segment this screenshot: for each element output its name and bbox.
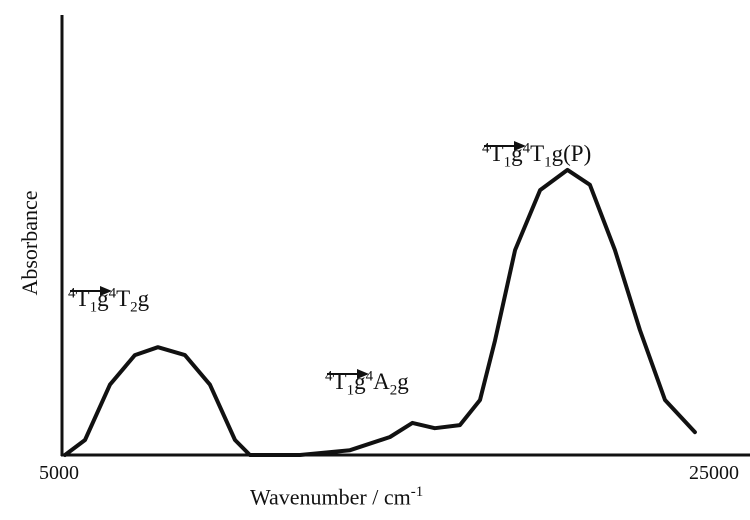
term-symmetry: g <box>97 285 109 311</box>
transition-label: 4T1g 4T1g(P) <box>482 140 591 171</box>
term-symbol: 4T1g(P) <box>522 140 592 170</box>
term-multiplicity: 4 <box>325 368 333 384</box>
term-symmetry: g <box>397 368 409 394</box>
x-tick-label: 5000 <box>39 462 79 484</box>
term-letter: A <box>373 368 390 394</box>
term-symmetry: g <box>511 140 523 166</box>
transition-label: 4T1g 4A2g <box>325 368 409 399</box>
term-letter: T <box>530 140 545 166</box>
term-letter: T <box>116 285 131 311</box>
term-symmetry: g(P) <box>551 140 592 166</box>
transition-arrow <box>327 369 369 379</box>
x-axis-label-sup: -1 <box>410 484 424 500</box>
arrow-head <box>100 286 112 296</box>
term-multiplicity: 4 <box>522 140 531 156</box>
term-multiplicity: 4 <box>482 140 490 156</box>
y-axis-label: Absorbance <box>17 190 42 296</box>
term-symmetry: g <box>354 368 366 394</box>
term-subscript: 1 <box>544 154 552 171</box>
term-multiplicity: 4 <box>365 368 374 384</box>
term-subscript: 2 <box>130 299 138 316</box>
term-subscript: 2 <box>389 382 398 399</box>
term-symbol: 4T2g <box>108 285 150 315</box>
arrow-head <box>357 369 369 379</box>
term-symmetry: g <box>137 285 150 311</box>
term-symbol: 4A2g <box>365 368 409 398</box>
spectrum-line <box>63 167 697 457</box>
x-axis-label-text: Wavenumber / cm <box>250 484 411 510</box>
x-axis-label: Wavenumber / cm-1 <box>250 484 423 510</box>
transition-arrow <box>70 286 112 296</box>
term-subscript: 1 <box>503 154 512 171</box>
term-multiplicity: 4 <box>68 285 76 301</box>
transition-arrow <box>484 141 526 151</box>
arrow-head <box>514 141 526 151</box>
term-subscript: 1 <box>346 382 355 399</box>
term-multiplicity: 4 <box>108 285 117 301</box>
transition-label: 4T1g 4T2g <box>68 285 149 316</box>
x-tick-label: 25000 <box>689 462 739 484</box>
term-subscript: 1 <box>89 299 98 316</box>
